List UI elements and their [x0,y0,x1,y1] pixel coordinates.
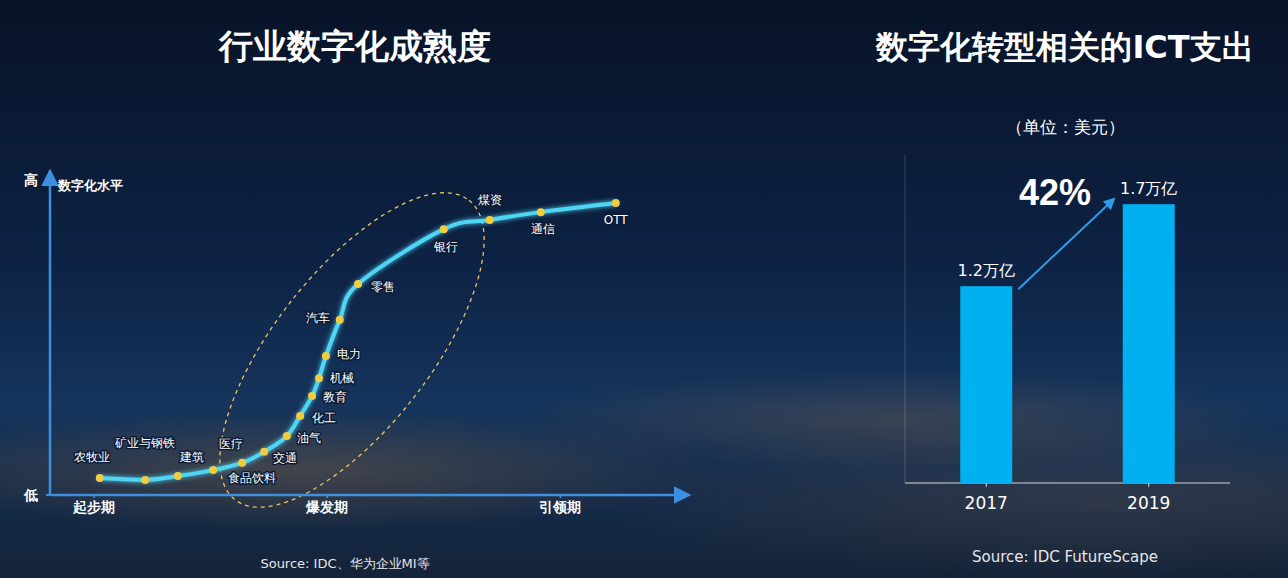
source: Source: IDC、华为企业MI等 [260,556,429,571]
industry-point [260,448,268,456]
industry-label: 煤资 [478,193,502,207]
x-tick-label: 爆发期 [305,499,348,515]
industry-point [96,474,104,482]
industry-label: 交通 [273,451,297,465]
bar [1123,204,1175,483]
y-tick [46,494,50,496]
y-axis-title: 数字化水平 [57,178,123,193]
x-tick-label: 2019 [1127,493,1170,513]
x-tick-label: 引领期 [539,499,581,515]
industry-point [174,472,182,480]
page: {"chart_data": [ {"type": "line", "title… [0,0,1288,578]
industry-label: 机械 [330,371,354,385]
industry-label: OTT [604,213,629,227]
data-label: 1.7万亿 [1120,179,1177,198]
title: 行业数字化成熟度 [218,26,491,66]
industry-point [283,432,291,440]
industry-point [354,280,362,288]
industry-label: 农牧业 [74,450,110,464]
industry-point [537,208,545,216]
industry-label: 医疗 [219,437,243,451]
growth-annotation: 42% [1019,172,1091,213]
industry-point [440,225,448,233]
industry-label: 通信 [531,222,555,236]
plot-right [960,204,1175,483]
title: 数字化转型相关的ICT支出 [875,28,1253,66]
x-axis [50,494,688,497]
industry-label: 教育 [323,390,347,404]
x-tick-label: 起步期 [72,499,115,515]
industry-point [612,199,620,207]
range-edge [905,155,906,483]
industry-label: 电力 [337,347,361,361]
industry-label: 零售 [371,280,395,294]
industry-label: 食品饮料 [228,471,276,485]
industry-label: 汽车 [306,311,330,325]
chart-canvas: 行业数字化成熟度低 高起步期 爆发期 引领期 数字化水平农牧业矿业与钢铁建筑 医疗食品饮料… [0,0,1288,578]
industry-label: 矿业与钢铁 [114,436,175,450]
plot-left [96,199,620,484]
industry-point [141,476,149,484]
x-tick [1148,483,1149,487]
x-tick [986,483,987,487]
data-label: 1.2万亿 [958,261,1015,280]
industry-label: 油气 [297,431,321,445]
subtitle: （单位：美元） [1006,117,1125,137]
industry-point [209,466,217,474]
industry-point [322,352,330,360]
bar [960,286,1012,483]
industry-point [308,392,316,400]
x-axis [905,482,1230,483]
industry-label: 建筑 [179,450,204,464]
industry-label: 银行 [433,240,458,254]
maturity-curve [100,203,616,480]
y-tick-label: 低 [23,487,38,503]
x-tick [93,495,95,498]
industry-point [486,216,494,224]
y-axis [49,172,52,495]
highlight-ellipse [174,152,531,547]
industry-point [315,374,323,382]
x-tick [326,495,328,498]
source: Source: IDC FutureScape [972,548,1158,566]
x-tick [560,495,562,498]
industry-point [296,412,304,420]
x-tick-label: 2017 [965,493,1008,513]
industry-label: 化工 [312,411,336,425]
y-tick-label: 高 [24,172,38,188]
industry-point [238,459,246,467]
industry-point [336,316,344,324]
y-tick [46,179,50,181]
